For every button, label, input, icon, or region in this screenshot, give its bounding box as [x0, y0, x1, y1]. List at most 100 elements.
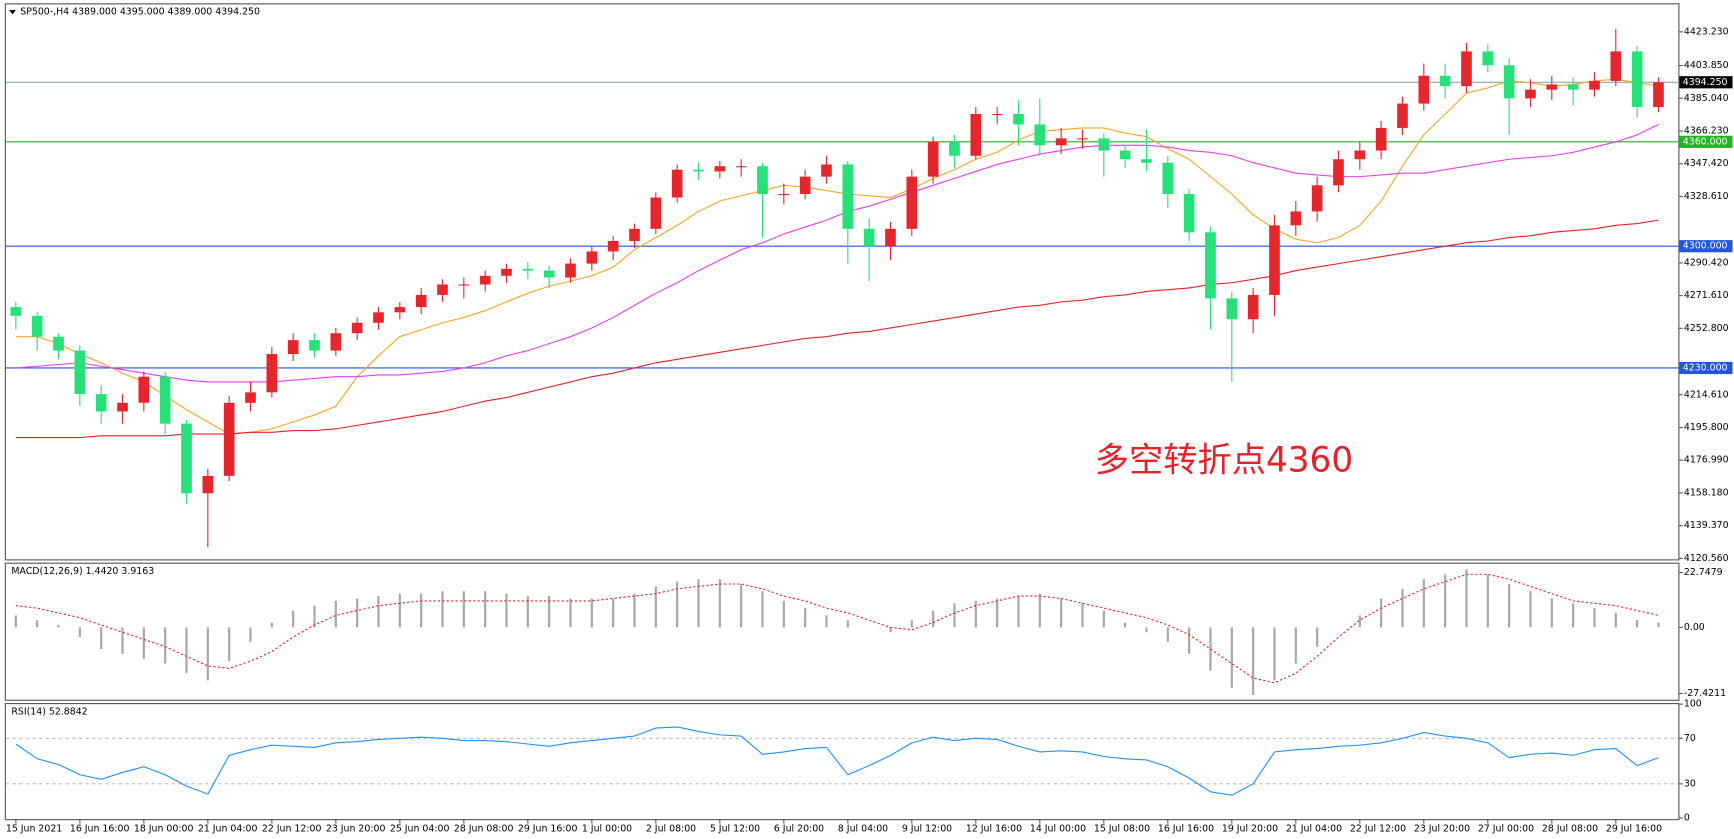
candle-body	[1098, 138, 1110, 151]
x-tick-label: 22 Jul 12:00	[1350, 824, 1406, 835]
candle-body	[607, 240, 619, 252]
candle-body	[266, 354, 278, 393]
candle-body	[10, 307, 22, 316]
candle-body	[181, 423, 192, 494]
y-tick-label: 4252.800	[1684, 323, 1729, 334]
x-tick-label: 23 Jul 20:00	[1414, 824, 1470, 835]
level-label-box	[1679, 361, 1733, 375]
rsi-line	[15, 726, 1659, 796]
candle-body	[1439, 75, 1451, 87]
x-tick-label: 22 Jun 12:00	[262, 824, 322, 835]
candle-body	[501, 268, 512, 276]
candle-body	[138, 376, 150, 403]
candle-body	[202, 475, 214, 494]
candle-body	[1077, 138, 1088, 140]
candle-body	[159, 376, 171, 424]
chart-title: SP500-,H4 4389.000 4395.000 4389.000 439…	[20, 7, 260, 18]
candle-body	[1247, 294, 1259, 320]
candle-body	[415, 294, 427, 308]
candle-body	[1567, 84, 1579, 90]
candle-body	[565, 263, 576, 278]
candle-body	[1589, 80, 1600, 90]
candle-body	[906, 176, 918, 229]
moving-average	[15, 219, 1659, 439]
rsi-panel-frame	[4, 703, 1680, 821]
x-tick-label: 28 Jun 08:00	[454, 824, 514, 835]
x-tick-label: 15 Jul 08:00	[1094, 824, 1150, 835]
moving-average	[15, 78, 1659, 435]
candle-body	[1226, 298, 1238, 320]
candle-body	[287, 340, 299, 355]
y-tick-label: 4176.990	[1684, 455, 1729, 466]
candle-body	[1141, 159, 1152, 163]
candle-body	[1354, 150, 1366, 160]
level-label-box	[1679, 76, 1733, 89]
level-label: 4394.250	[1683, 77, 1728, 88]
y-tick-label: 4290.420	[1684, 257, 1729, 268]
candle-body	[970, 114, 982, 156]
candle-body	[394, 307, 406, 313]
x-tick-label: 21 Jun 04:00	[198, 824, 258, 835]
candle-body	[330, 333, 342, 351]
candle-body	[1333, 159, 1344, 186]
candle-body	[949, 141, 960, 156]
main-panel-frame	[4, 3, 1680, 561]
level-label: 4230.000	[1683, 362, 1728, 373]
macd-signal	[15, 573, 1659, 684]
candle-body	[821, 164, 832, 177]
level-label-box	[1679, 240, 1733, 253]
candle-body	[53, 336, 64, 351]
candle-body	[117, 402, 128, 412]
candle-body	[863, 228, 875, 247]
macd-title: MACD(12,26,9) 1.4420 3.9163	[11, 566, 154, 577]
x-tick-label: 27 Jul 00:00	[1478, 824, 1534, 835]
candle-body	[991, 114, 1003, 116]
x-tick-label: 29 Jul 16:00	[1606, 824, 1662, 835]
candle-body	[1631, 51, 1643, 108]
x-tick-label: 18 Jun 00:00	[134, 824, 194, 835]
candle-body	[1418, 75, 1430, 104]
x-tick-label: 8 Jul 04:00	[838, 824, 888, 835]
candle-body	[799, 176, 811, 195]
candle-body	[1546, 84, 1558, 90]
x-tick-label: 9 Jul 12:00	[902, 824, 952, 835]
candle-body	[223, 402, 235, 476]
y-tick-label: -27.4211	[1684, 688, 1726, 699]
candle-body	[671, 169, 683, 198]
candle-body	[693, 169, 704, 172]
x-tick-label: 15 Jun 2021	[6, 824, 62, 835]
y-tick-label: 4120.560	[1684, 553, 1729, 564]
level-label: 4360.000	[1683, 136, 1728, 147]
candle-body	[458, 284, 470, 286]
candle-body	[1290, 211, 1302, 226]
y-tick-label: 70	[1684, 733, 1696, 744]
x-tick-label: 5 Jul 12:00	[710, 824, 760, 835]
candle-body	[1311, 185, 1323, 212]
candle-body	[1503, 65, 1515, 99]
candle-body	[1013, 114, 1024, 125]
candle-body	[650, 197, 662, 229]
y-tick-label: 0	[1684, 812, 1690, 823]
candle-body	[1034, 124, 1046, 146]
level-label-box	[1679, 135, 1733, 148]
x-tick-label: 16 Jun 16:00	[70, 824, 130, 835]
y-tick-label: 4403.850	[1684, 60, 1729, 71]
y-tick-label: 4366.230	[1684, 126, 1729, 137]
level-label: 4300.000	[1683, 241, 1728, 252]
y-tick-label: 4158.180	[1684, 487, 1729, 498]
candle-body	[479, 275, 491, 285]
candle-body	[1119, 150, 1131, 160]
candle-body	[1610, 51, 1622, 81]
candle-body	[1375, 127, 1387, 151]
candle-body	[1482, 51, 1494, 66]
x-tick-label: 29 Jun 16:00	[518, 824, 578, 835]
y-tick-label: 4195.800	[1684, 422, 1729, 433]
candle-body	[543, 270, 555, 278]
candle-body	[1269, 225, 1280, 295]
x-tick-label: 28 Jul 08:00	[1542, 824, 1598, 835]
candle-body	[245, 392, 256, 403]
macd-panel-frame	[4, 562, 1680, 701]
candle-body	[735, 166, 747, 168]
candle-body	[1162, 162, 1174, 195]
